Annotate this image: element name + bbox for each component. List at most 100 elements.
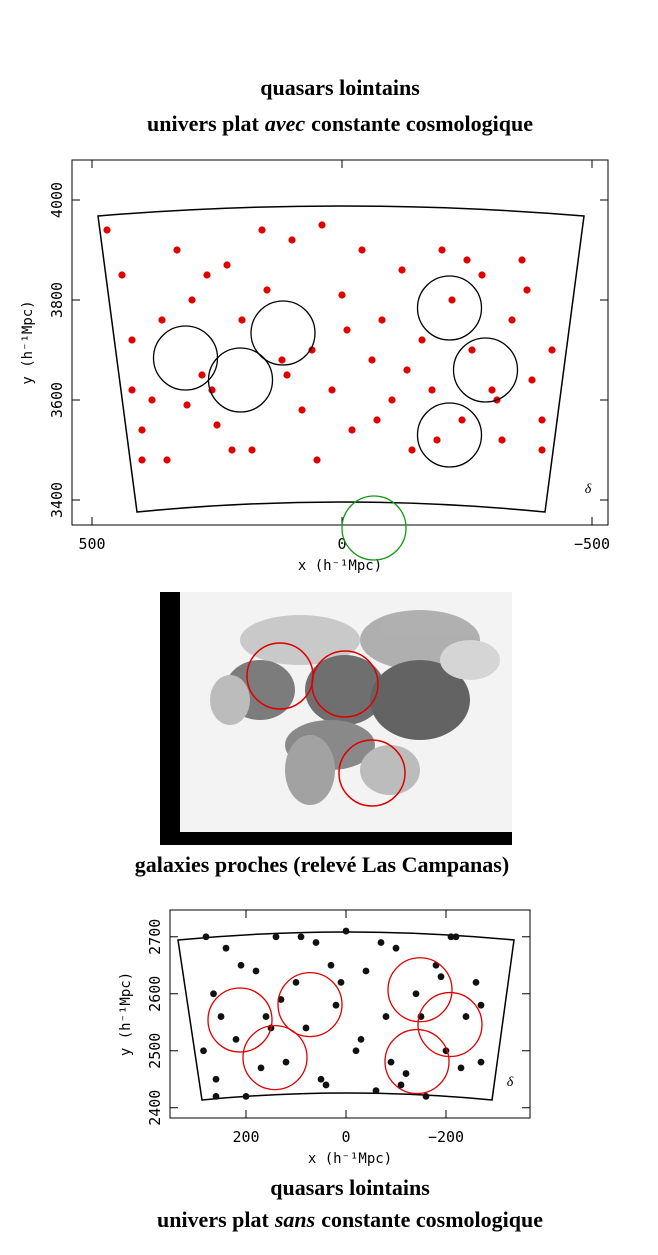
point	[508, 316, 516, 324]
point	[128, 386, 136, 394]
point	[368, 356, 376, 364]
y-tick-label: 2500	[146, 1033, 164, 1069]
void-circle	[387, 957, 453, 1023]
galaxy-map	[160, 592, 512, 845]
point	[538, 446, 546, 454]
point	[332, 1001, 340, 1009]
y-tick-label: 3600	[48, 382, 66, 418]
point	[408, 446, 416, 454]
point	[338, 291, 346, 299]
x-axis-label: x (h⁻¹Mpc)	[308, 1151, 392, 1167]
point	[458, 416, 466, 424]
point	[448, 296, 456, 304]
annotation: δ	[507, 1075, 514, 1090]
chart-title: quasars lointains	[260, 75, 420, 100]
point	[498, 436, 506, 444]
point	[392, 944, 400, 952]
point	[437, 973, 445, 981]
point	[477, 1001, 485, 1009]
subtitle-part: sans	[274, 1207, 315, 1232]
point	[292, 978, 300, 986]
point	[378, 316, 386, 324]
point	[457, 1064, 465, 1072]
point	[318, 221, 326, 229]
map-bottom-strip	[160, 832, 512, 845]
point	[222, 944, 230, 952]
point	[422, 1092, 430, 1100]
map-left-strip	[160, 592, 180, 845]
x-tick-label: 0	[337, 535, 346, 553]
point	[223, 261, 231, 269]
point	[308, 346, 316, 354]
point	[312, 939, 320, 946]
point	[412, 990, 420, 998]
point	[538, 416, 546, 424]
point	[327, 961, 335, 969]
annotation: δ	[585, 482, 592, 497]
point	[528, 376, 536, 384]
point	[238, 316, 246, 324]
point	[298, 406, 306, 414]
point	[103, 226, 111, 234]
point	[302, 1024, 310, 1032]
point	[297, 933, 305, 941]
subtitle-part: univers plat	[147, 111, 260, 136]
point	[200, 1047, 207, 1055]
point	[317, 1075, 325, 1083]
point	[138, 426, 146, 434]
point	[202, 933, 210, 941]
void-circle	[384, 1028, 450, 1095]
x-tick-label: −500	[574, 535, 610, 553]
point	[217, 1013, 225, 1020]
point	[283, 371, 291, 379]
point	[263, 286, 271, 294]
point	[377, 939, 385, 946]
point	[210, 990, 217, 998]
point	[337, 978, 345, 986]
point	[148, 396, 156, 404]
point	[433, 436, 441, 444]
void-circle	[250, 300, 316, 366]
point	[478, 271, 486, 279]
point	[198, 371, 206, 379]
point	[163, 456, 171, 464]
point	[288, 236, 296, 244]
point	[282, 1058, 290, 1066]
point	[203, 271, 211, 279]
point	[242, 1092, 250, 1100]
point	[372, 1087, 380, 1095]
point	[488, 386, 496, 394]
point	[272, 933, 280, 941]
point	[387, 1058, 395, 1066]
point	[258, 226, 266, 234]
point	[228, 446, 236, 454]
point	[183, 401, 191, 409]
point	[173, 246, 181, 254]
image-caption: galaxies proches (relevé Las Campanas)	[135, 852, 509, 877]
point	[397, 1081, 405, 1089]
point	[138, 456, 146, 464]
galaxy-blobs	[210, 610, 500, 805]
point	[402, 1070, 410, 1077]
void-circle	[341, 495, 407, 561]
y-axis-label: y (h⁻¹Mpc)	[20, 300, 36, 384]
survey-boundary	[97, 205, 585, 513]
point	[472, 978, 480, 986]
point	[212, 1075, 220, 1083]
point	[403, 366, 411, 374]
subtitle-part: univers plat	[157, 1207, 270, 1232]
point	[382, 1013, 390, 1020]
point	[428, 386, 436, 394]
map-circles	[246, 642, 406, 807]
y-tick-label: 4000	[48, 182, 66, 218]
point	[212, 1092, 220, 1100]
point	[328, 386, 336, 394]
point	[523, 286, 531, 294]
y-tick-label: 3400	[48, 482, 66, 518]
point	[518, 256, 526, 264]
point	[188, 296, 196, 304]
chart-subtitle: univers plat avec constante cosmologique	[147, 111, 533, 136]
point	[278, 356, 286, 364]
